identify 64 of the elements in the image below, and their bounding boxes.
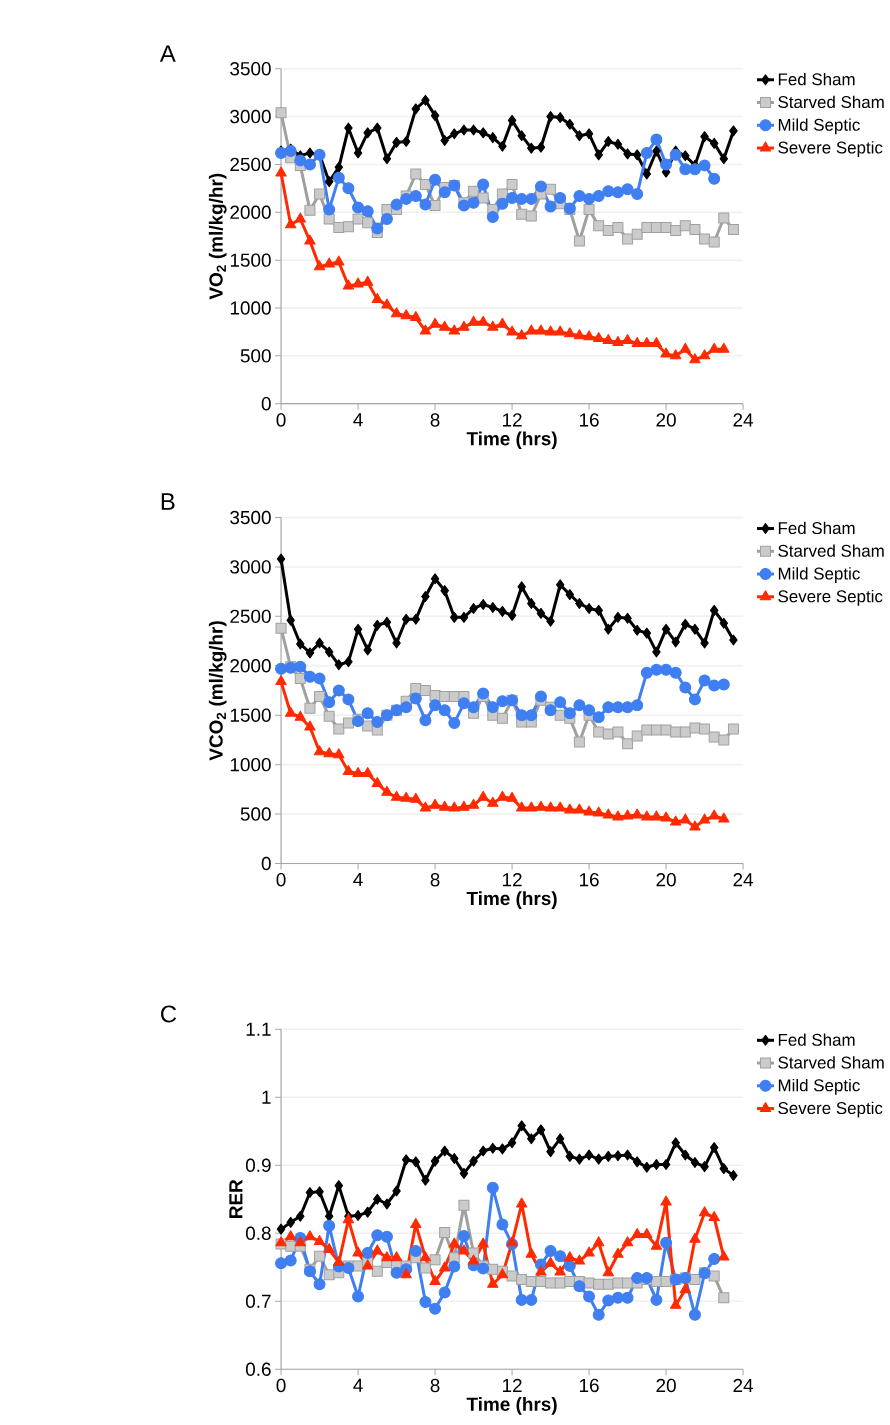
- y-tick-label: 0.7: [246, 1294, 271, 1308]
- x-tick-label: 24: [733, 1378, 754, 1392]
- y-tick-label: 0.6: [246, 1362, 271, 1376]
- x-tick-label: 12: [503, 413, 522, 427]
- legend-label: Fed Sham: [778, 521, 855, 535]
- y-tick-label: 3500: [230, 510, 271, 525]
- x-tick-label: 20: [656, 413, 676, 427]
- x-tick-label: 16: [580, 1378, 599, 1393]
- legend-label: Starved Sham: [778, 1056, 884, 1069]
- y-tick-label: 2500: [230, 609, 271, 624]
- chart-title: B: [161, 493, 175, 510]
- legend-label: Fed Sham: [778, 72, 855, 86]
- x-tick-label: 4: [353, 413, 363, 427]
- y-tick-label: 1.1: [246, 1022, 271, 1036]
- x-tick-label: 0: [276, 413, 286, 427]
- y-tick-label: 2500: [230, 157, 271, 172]
- y-tick-label: 1: [262, 1090, 271, 1104]
- y-tick-label: 1500: [230, 253, 271, 267]
- legend-label: Fed Sham: [778, 1033, 855, 1046]
- y-axis-title: VCO$_{2}$ (ml/kg/hr): [208, 621, 227, 761]
- legend-label: Starved Sham: [778, 95, 884, 109]
- x-tick-label: 16: [580, 413, 599, 427]
- y-tick-label: 2000: [230, 659, 271, 673]
- chart-title: A: [159, 45, 176, 62]
- y-tick-label: 1000: [230, 301, 271, 315]
- x-tick-label: 24: [733, 413, 754, 427]
- x-tick-label: 8: [430, 1378, 440, 1393]
- legend-label: Severe Septic: [778, 141, 883, 157]
- y-tick-label: 1000: [230, 757, 271, 772]
- legend-label: Mild Septic: [778, 118, 860, 135]
- y-tick-label: 500: [240, 807, 271, 821]
- x-tick-label: 4: [353, 1378, 363, 1392]
- legend-label: Starved Sham: [778, 544, 884, 557]
- legend-label: Severe Septic: [778, 1101, 883, 1118]
- x-tick-label: 0: [276, 873, 286, 887]
- x-tick-label: 24: [733, 873, 754, 887]
- y-tick-label: 0.9: [246, 1158, 271, 1172]
- x-tick-label: 12: [503, 873, 522, 887]
- legend-label: Mild Septic: [778, 1078, 860, 1095]
- y-tick-label: 0: [261, 397, 271, 411]
- x-axis-title: Time (hrs): [466, 891, 557, 909]
- x-axis-title: Time (hrs): [466, 431, 557, 450]
- y-axis-title: VO$_{2}$ (ml/kg/hr): [208, 173, 227, 300]
- x-tick-label: 0: [276, 1378, 286, 1393]
- y-tick-label: 3000: [230, 109, 271, 124]
- x-tick-label: 20: [656, 1378, 676, 1393]
- x-axis-title: Time (hrs): [466, 1397, 557, 1415]
- y-axis-title: RER: [229, 1179, 243, 1218]
- x-tick-label: 12: [503, 1378, 522, 1392]
- legend-label: Severe Septic: [778, 589, 883, 606]
- y-tick-label: 3500: [230, 62, 271, 76]
- x-tick-label: 20: [656, 873, 676, 887]
- y-tick-label: 0: [261, 856, 271, 871]
- x-tick-label: 4: [353, 873, 363, 887]
- y-tick-label: 1500: [230, 708, 271, 722]
- x-tick-label: 8: [430, 413, 440, 427]
- legend-label: Mild Septic: [778, 567, 860, 583]
- y-tick-label: 0.8: [246, 1226, 271, 1240]
- y-tick-label: 3000: [230, 560, 271, 574]
- x-tick-label: 8: [430, 873, 440, 887]
- chart-title: C: [161, 1005, 177, 1023]
- x-tick-label: 16: [580, 873, 599, 887]
- y-tick-label: 500: [240, 349, 271, 363]
- y-tick-label: 2000: [230, 205, 271, 219]
